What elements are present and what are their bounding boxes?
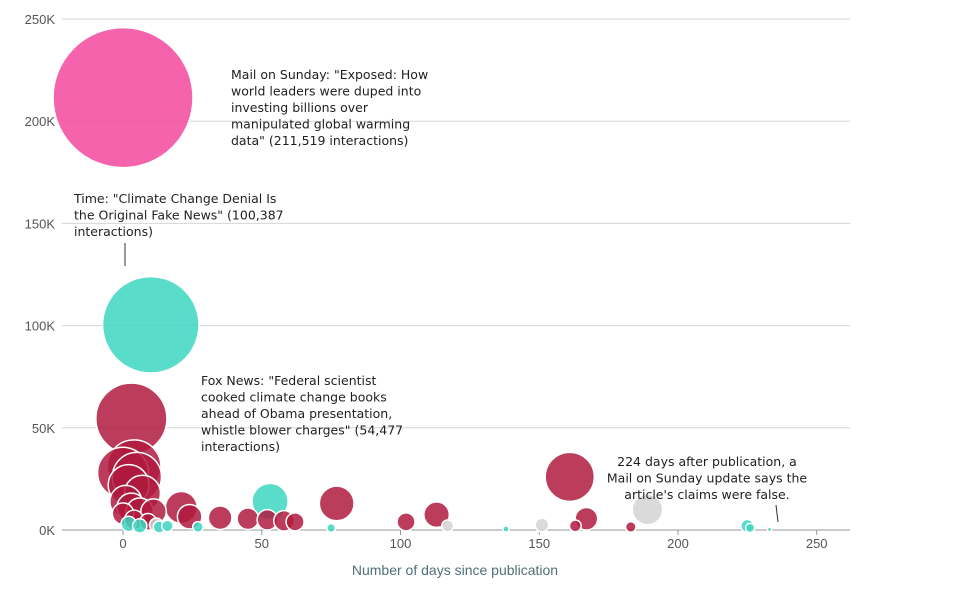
bubble[interactable] — [396, 512, 416, 532]
annotation-text: cooked climate change books — [201, 390, 387, 405]
bubble[interactable] — [326, 522, 337, 534]
bubble[interactable] — [423, 501, 451, 529]
leader-line — [775, 504, 779, 523]
bubble[interactable] — [52, 26, 194, 169]
annotation-text: Mail on Sunday: "Exposed: How — [231, 67, 428, 82]
bubble[interactable] — [744, 522, 756, 534]
bubble[interactable] — [568, 519, 582, 533]
annotation-text: ahead of Obama presentation, — [201, 406, 392, 421]
x-axis-ticks: 0 50 100 150 200 250 — [119, 530, 828, 551]
y-tick-label: 50K — [32, 421, 55, 436]
x-tick-label: 50 — [255, 536, 269, 551]
y-tick-label: 200K — [25, 114, 56, 129]
bubble[interactable] — [624, 520, 637, 533]
x-tick-label: 0 — [119, 536, 126, 551]
annotation-leaders — [124, 243, 779, 523]
bubble[interactable] — [236, 507, 260, 531]
annotation-text: Time: "Climate Change Denial Is — [73, 191, 276, 206]
annotation-text: world leaders were duped into — [231, 84, 421, 99]
y-tick-label: 250K — [25, 12, 56, 27]
annotation-text: the Original Fake News" (100,387 — [74, 208, 284, 223]
bubble[interactable] — [502, 525, 510, 533]
bubble[interactable] — [160, 519, 174, 533]
y-axis-ticks: 0K 50K 100K 150K 200K 250K — [25, 12, 56, 538]
y-tick-label: 150K — [25, 216, 56, 231]
bubble[interactable] — [207, 505, 233, 531]
bubble[interactable] — [534, 517, 550, 533]
bubble[interactable] — [441, 519, 455, 533]
bubble-series — [52, 26, 773, 534]
bubble[interactable] — [766, 526, 773, 533]
bubble[interactable] — [101, 275, 200, 374]
annotations: Mail on Sunday: "Exposed: How world leade… — [73, 67, 807, 502]
x-tick-label: 100 — [390, 536, 412, 551]
y-tick-label: 0K — [39, 523, 55, 538]
bubble[interactable] — [318, 485, 355, 522]
annotation-text: Fox News: "Federal scientist — [201, 373, 377, 388]
bubble[interactable] — [131, 518, 148, 534]
annotation-text: manipulated global warming — [231, 117, 410, 132]
bubble[interactable] — [285, 512, 305, 532]
annotation-text: interactions) — [201, 439, 280, 454]
bubble[interactable] — [631, 493, 664, 526]
annotation-text: 224 days after publication, a — [617, 454, 797, 469]
y-tick-label: 100K — [25, 319, 56, 334]
x-tick-label: 150 — [528, 536, 550, 551]
annotation-text: interactions) — [74, 224, 153, 239]
annotation-text: Mail on Sunday update says the — [607, 471, 808, 486]
x-tick-label: 250 — [806, 536, 828, 551]
x-tick-label: 200 — [667, 536, 689, 551]
annotation-text: data" (211,519 interactions) — [231, 133, 408, 148]
annotation-text: whistle blower charges" (54,477 — [201, 423, 403, 438]
annotation-text: investing billions over — [231, 100, 369, 115]
bubble[interactable] — [191, 520, 204, 533]
annotation-text: article's claims were false. — [624, 487, 789, 502]
bubble[interactable] — [544, 451, 596, 503]
x-axis-label: Number of days since publication — [352, 562, 558, 578]
